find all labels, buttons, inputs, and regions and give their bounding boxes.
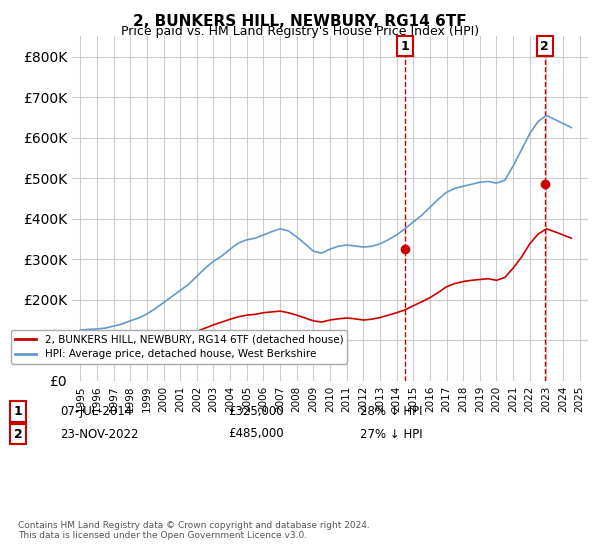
Text: 1: 1	[14, 405, 22, 418]
Text: 28% ↓ HPI: 28% ↓ HPI	[360, 405, 422, 418]
Text: 23-NOV-2022: 23-NOV-2022	[60, 427, 139, 441]
Text: 27% ↓ HPI: 27% ↓ HPI	[360, 427, 422, 441]
Legend: 2, BUNKERS HILL, NEWBURY, RG14 6TF (detached house), HPI: Average price, detache: 2, BUNKERS HILL, NEWBURY, RG14 6TF (deta…	[11, 330, 347, 363]
Text: 2: 2	[541, 40, 549, 53]
Text: 2, BUNKERS HILL, NEWBURY, RG14 6TF: 2, BUNKERS HILL, NEWBURY, RG14 6TF	[133, 14, 467, 29]
Text: Contains HM Land Registry data © Crown copyright and database right 2024.
This d: Contains HM Land Registry data © Crown c…	[18, 521, 370, 540]
Text: 07-JUL-2014: 07-JUL-2014	[60, 405, 132, 418]
Text: £485,000: £485,000	[228, 427, 284, 441]
Text: 1: 1	[401, 40, 409, 53]
Text: £325,000: £325,000	[228, 405, 284, 418]
Text: 2: 2	[14, 427, 22, 441]
Text: Price paid vs. HM Land Registry's House Price Index (HPI): Price paid vs. HM Land Registry's House …	[121, 25, 479, 38]
